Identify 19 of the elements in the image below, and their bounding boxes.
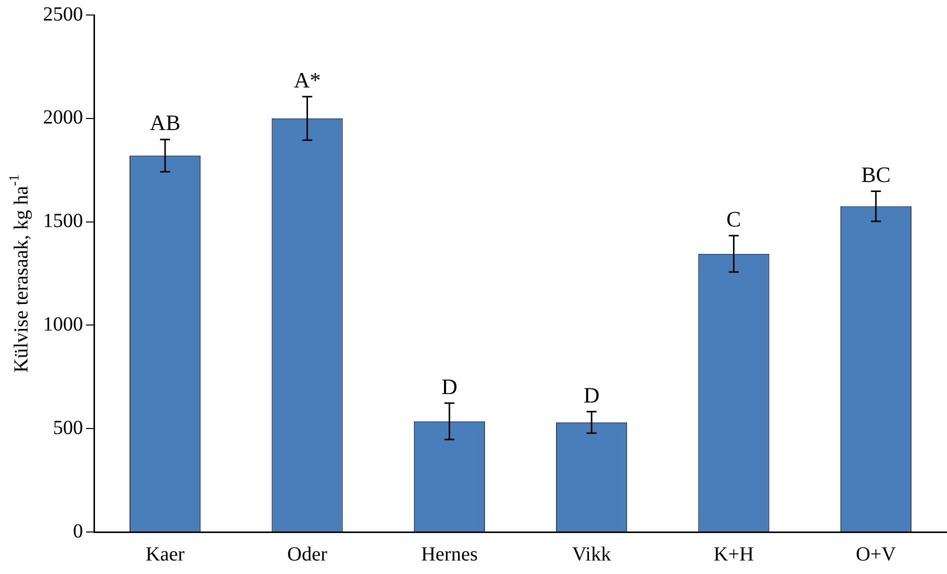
- x-tick-label: Oder: [287, 543, 328, 566]
- annotation: C: [726, 206, 742, 232]
- y-tick-label: 0: [73, 520, 83, 542]
- annotation: D: [441, 374, 458, 399]
- x-tick-label: Kaer: [146, 543, 185, 566]
- annotation: D: [584, 382, 600, 408]
- x-tick-label: Vikk: [572, 543, 611, 566]
- y-tick-label: 1000: [43, 313, 83, 336]
- x-tick-label: Hernes: [421, 543, 478, 566]
- y-axis-title: Külvise terasaak, kg ha-1: [8, 174, 32, 373]
- y-tick-label: 2500: [43, 3, 83, 26]
- annotation: A*: [294, 67, 321, 92]
- x-tick-label: O+V: [856, 543, 897, 566]
- annotation: AB: [150, 110, 180, 135]
- y-tick-label: 1500: [43, 210, 83, 232]
- annotation: BC: [861, 162, 891, 187]
- y-tick-label: 2000: [43, 106, 83, 129]
- x-tick-label: K+H: [714, 543, 754, 566]
- y-tick-label: 500: [53, 416, 83, 439]
